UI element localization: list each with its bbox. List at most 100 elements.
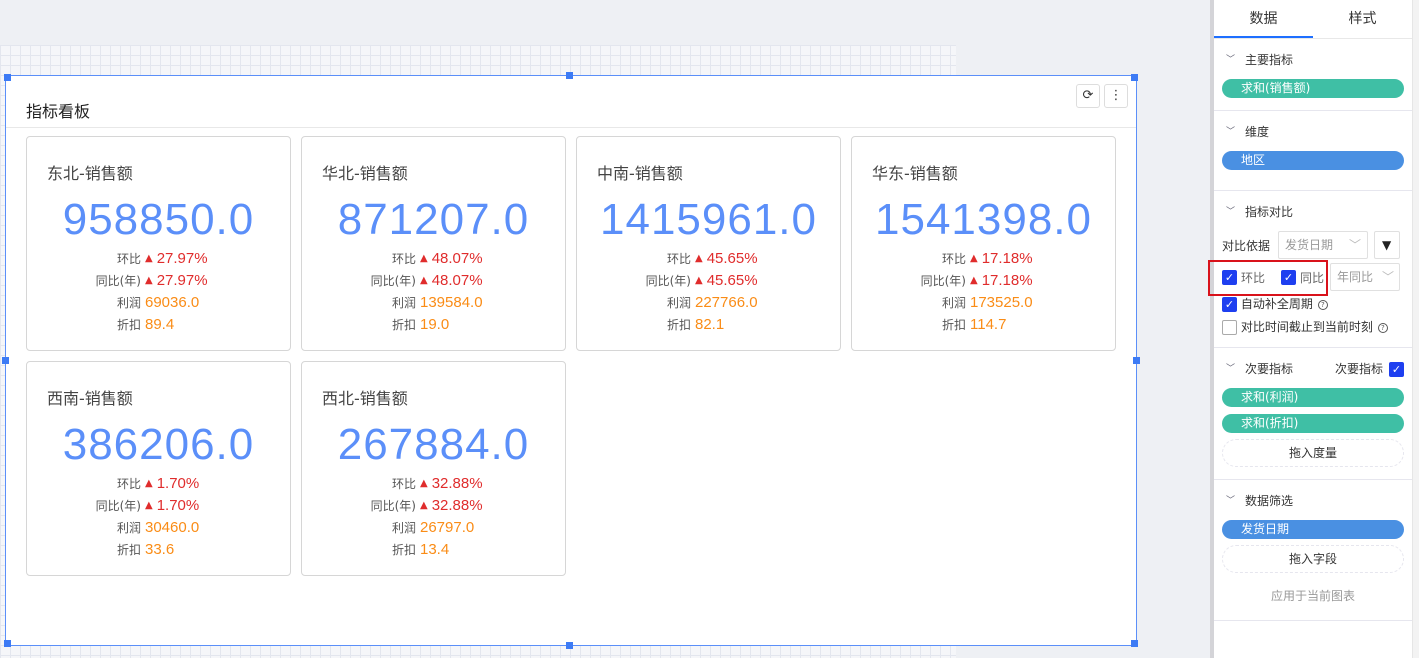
drop-field-zone[interactable]: 拖入字段	[1222, 545, 1404, 573]
resize-handle[interactable]	[566, 642, 573, 649]
more-button[interactable]: ⋮	[1104, 84, 1128, 108]
filter-icon: ▼	[1382, 238, 1392, 252]
profit-label: 利润	[666, 295, 691, 310]
panel-scrollbar[interactable]	[1412, 0, 1419, 658]
mom-value: 1.70%	[156, 474, 200, 492]
kpi-card[interactable]: 华北-销售额 871207.0 环比 ▲ 48.07% 同比(年) ▲ 48.07% 利…	[301, 136, 566, 351]
chevron-down-icon[interactable]: ﹀	[1226, 55, 1236, 65]
discount-value: 89.4	[145, 315, 175, 333]
tab-data[interactable]: 数据	[1214, 0, 1313, 38]
kpi-card[interactable]: 东北-销售额 958850.0 环比 ▲ 27.97% 同比(年) ▲ 27.97% 利…	[26, 136, 291, 351]
mom-value: 48.07%	[431, 249, 483, 267]
help-icon[interactable]: ?	[1377, 322, 1388, 333]
kpi-card[interactable]: 中南-销售额 1415961.0 环比 ▲ 45.65% 同比(年) ▲ 45.65% …	[576, 136, 841, 351]
secondary-toggle-checkbox[interactable]: ✓	[1389, 361, 1404, 377]
resize-handle[interactable]	[4, 640, 11, 647]
card-main-value: 267884.0	[337, 420, 530, 469]
discount-value: 82.1	[695, 315, 725, 333]
indicator-board-widget[interactable]: 指标看板 ⟳ ⋮ 东北-销售额 958850.0 环比 ▲ 27.97% 同比(年)…	[2, 72, 1140, 649]
card-main-value: 871207.0	[337, 195, 530, 244]
card-main-value: 1541398.0	[875, 195, 1092, 244]
yoy-label: 同比(年)	[95, 273, 141, 288]
card-title: 中南-销售额	[597, 164, 683, 183]
compare-basis-select[interactable]: 发货日期 ﹀	[1278, 231, 1369, 259]
mom-label: 环比	[666, 251, 691, 266]
card-title: 华东-销售额	[872, 164, 958, 183]
chevron-down-icon[interactable]: ﹀	[1226, 127, 1236, 137]
measure-pill[interactable]: 求和(销售额)	[1222, 79, 1404, 98]
profit-value: 69036.0	[145, 293, 200, 311]
widget-title: 指标看板	[26, 102, 91, 121]
tab-style[interactable]: 样式	[1348, 11, 1377, 27]
cutoff-label: 对比时间截止到当前时刻	[1240, 320, 1373, 334]
chevron-down-icon[interactable]: ﹀	[1226, 207, 1236, 217]
arrow-up-icon: ▲	[420, 499, 428, 511]
yoy-value: 45.65%	[706, 271, 758, 289]
card-title: 西南-销售额	[47, 389, 133, 408]
panel-splitter[interactable]	[1210, 0, 1214, 658]
kpi-card[interactable]: 西南-销售额 386206.0 环比 ▲ 1.70% 同比(年) ▲ 1.70% 利润 3…	[26, 361, 291, 576]
arrow-up-icon: ▲	[695, 252, 703, 264]
section-secondary-metric: ﹀ 次要指标 次要指标 ✓ 求和(利润) 求和(折扣) 拖入度量	[1214, 348, 1412, 480]
mom-label: 环比	[941, 251, 966, 266]
measure-pill[interactable]: 求和(利润)	[1222, 388, 1404, 407]
drop-measure-zone[interactable]: 拖入度量	[1222, 439, 1404, 467]
section-primary-metric: ﹀ 主要指标 求和(销售额)	[1214, 39, 1412, 111]
mom-label: 环比	[116, 476, 141, 491]
discount-label: 折扣	[666, 317, 691, 332]
cutoff-checkbox[interactable]	[1222, 320, 1237, 335]
profit-value: 227766.0	[695, 293, 758, 311]
filter-button[interactable]: ▼	[1374, 231, 1401, 259]
card-title: 东北-销售额	[47, 164, 133, 183]
filter-pill[interactable]: 发货日期	[1222, 520, 1404, 539]
arrow-up-icon: ▲	[970, 252, 978, 264]
profit-value: 139584.0	[420, 293, 483, 311]
section-title: 数据筛选	[1245, 494, 1294, 508]
yoy-value: 27.97%	[156, 271, 208, 289]
card-main-value: 958850.0	[62, 195, 255, 244]
dimension-pill[interactable]: 地区	[1222, 151, 1404, 170]
resize-handle[interactable]	[2, 357, 9, 364]
profit-label: 利润	[116, 295, 141, 310]
card-main-value: 386206.0	[62, 420, 255, 469]
resize-handle[interactable]	[566, 72, 573, 79]
resize-handle[interactable]	[4, 74, 11, 81]
apply-to-chart-button[interactable]: 应用于当前图表	[1270, 589, 1355, 603]
card-main-value: 1415961.0	[600, 195, 817, 244]
section-title: 指标对比	[1245, 205, 1294, 219]
arrow-up-icon: ▲	[145, 274, 153, 286]
yoy-value: 32.88%	[431, 496, 483, 514]
refresh-button[interactable]: ⟳	[1076, 84, 1100, 108]
chevron-down-icon[interactable]: ﹀	[1226, 364, 1236, 374]
resize-handle[interactable]	[1131, 74, 1138, 81]
mom-value: 27.97%	[156, 249, 208, 267]
profit-value: 26797.0	[420, 518, 475, 536]
yoy-label: 同比	[1300, 270, 1325, 285]
arrow-up-icon: ▲	[420, 274, 428, 286]
yoy-type-value: 年同比	[1337, 270, 1374, 284]
yoy-label: 同比(年)	[920, 273, 966, 288]
arrow-up-icon: ▲	[970, 274, 978, 286]
discount-value: 114.7	[970, 315, 1007, 333]
card-title: 华北-销售额	[322, 164, 408, 183]
chevron-down-icon[interactable]: ﹀	[1226, 496, 1236, 506]
profit-label: 利润	[391, 295, 416, 310]
discount-label: 折扣	[116, 542, 141, 557]
kpi-card[interactable]: 西北-销售额 267884.0 环比 ▲ 32.88% 同比(年) ▲ 32.88% 利…	[301, 361, 566, 576]
kpi-card[interactable]: 华东-销售额 1541398.0 环比 ▲ 17.18% 同比(年) ▲ 17.18% …	[851, 136, 1116, 351]
refresh-icon: ⟳	[1082, 88, 1094, 103]
auto-fill-checkbox[interactable]: ✓	[1222, 297, 1237, 312]
chevron-down-icon: ﹀	[1382, 270, 1395, 284]
discount-label: 折扣	[116, 317, 141, 332]
measure-pill[interactable]: 求和(折扣)	[1222, 414, 1404, 433]
resize-handle[interactable]	[1131, 640, 1138, 647]
yoy-type-select[interactable]: 年同比 ﹀	[1330, 263, 1401, 291]
help-icon[interactable]: ?	[1317, 299, 1328, 310]
secondary-toggle-label: 次要指标	[1334, 362, 1383, 376]
more-vertical-icon: ⋮	[1109, 88, 1123, 103]
section-title: 主要指标	[1245, 53, 1294, 67]
yoy-checkbox[interactable]: ✓	[1281, 269, 1297, 285]
resize-handle[interactable]	[1133, 357, 1140, 364]
discount-value: 13.4	[420, 540, 450, 558]
mom-checkbox[interactable]: ✓	[1222, 269, 1237, 285]
